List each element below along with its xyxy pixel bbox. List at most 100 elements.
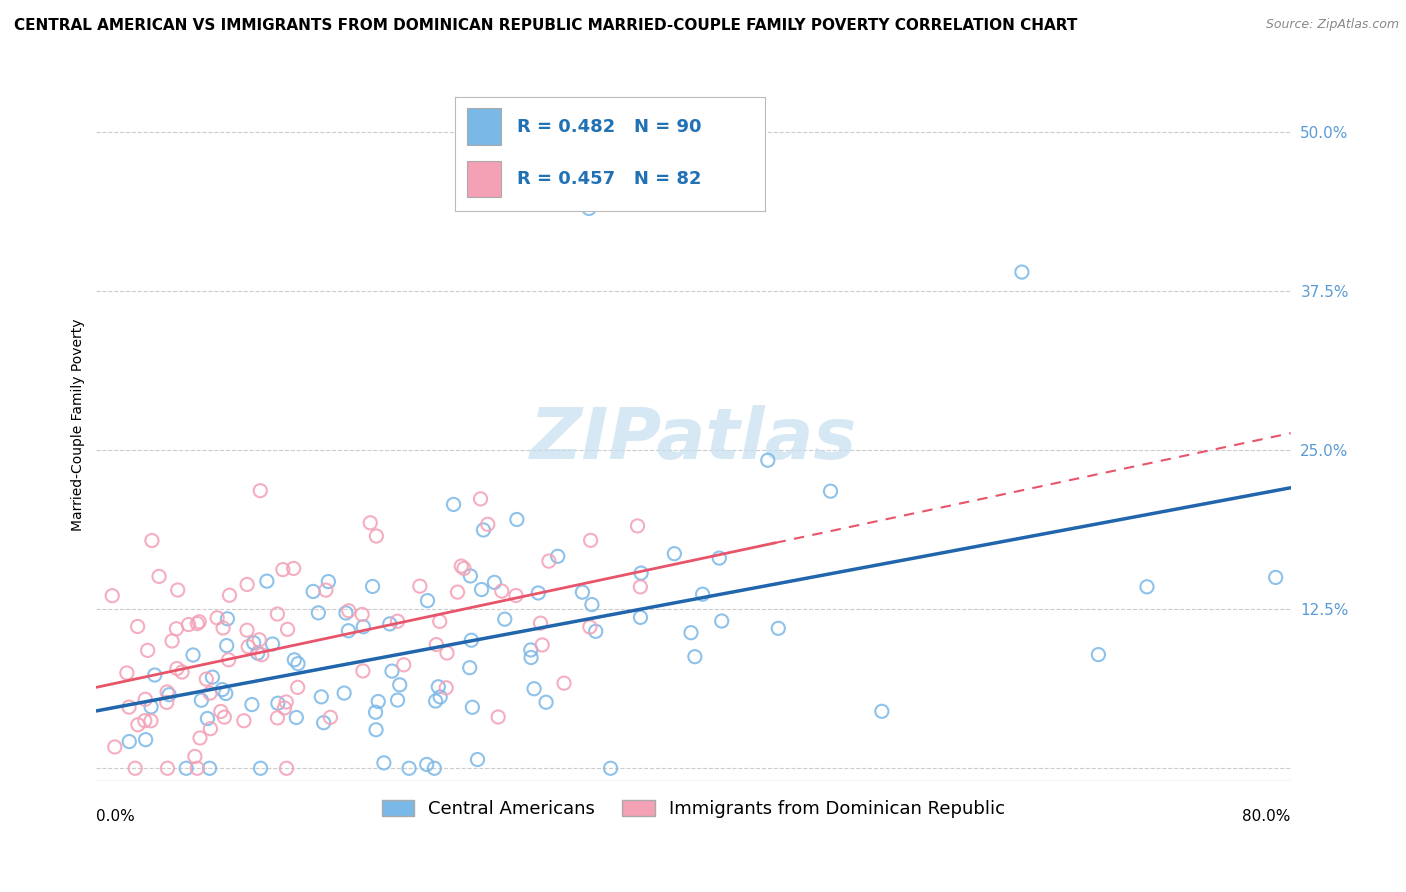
Point: [527, 586, 550, 600]
Point: [156, 695, 179, 709]
Point: [287, 657, 309, 671]
Point: [579, 620, 602, 634]
Point: [115, 665, 138, 680]
Point: [1264, 570, 1286, 584]
Point: [461, 700, 484, 714]
Point: [267, 696, 290, 710]
Point: [242, 636, 264, 650]
Point: [494, 612, 516, 626]
Point: [352, 620, 374, 634]
Point: [246, 646, 269, 660]
Point: [312, 715, 335, 730]
Point: [287, 681, 309, 695]
Point: [378, 616, 401, 631]
Point: [553, 676, 575, 690]
Point: [212, 621, 235, 635]
Point: [335, 606, 357, 620]
Point: [236, 577, 259, 591]
Point: [486, 710, 509, 724]
Point: [453, 561, 475, 575]
Point: [388, 678, 411, 692]
Point: [820, 484, 842, 499]
Point: [427, 680, 450, 694]
Point: [506, 512, 529, 526]
Text: 0.0%: 0.0%: [97, 810, 135, 824]
Point: [477, 517, 499, 532]
Point: [333, 686, 356, 700]
Point: [361, 579, 384, 593]
Point: [392, 657, 415, 672]
Point: [276, 695, 298, 709]
Point: [217, 612, 239, 626]
Point: [118, 734, 141, 748]
Point: [458, 661, 481, 675]
Point: [450, 559, 472, 574]
Point: [367, 694, 389, 708]
Point: [571, 585, 593, 599]
Point: [139, 699, 162, 714]
Point: [446, 585, 468, 599]
Point: [366, 529, 388, 543]
Point: [249, 483, 271, 498]
Point: [184, 749, 207, 764]
Point: [429, 690, 451, 704]
Point: [387, 693, 409, 707]
Point: [373, 756, 395, 770]
Point: [1087, 648, 1109, 662]
Point: [188, 731, 211, 745]
Point: [1011, 265, 1033, 279]
Point: [156, 685, 179, 699]
Point: [679, 625, 702, 640]
Point: [429, 615, 451, 629]
Point: [195, 672, 218, 686]
Point: [101, 589, 124, 603]
Point: [307, 606, 329, 620]
Point: [104, 739, 127, 754]
Point: [165, 622, 187, 636]
Point: [870, 704, 893, 718]
Point: [177, 617, 200, 632]
Point: [460, 569, 482, 583]
Point: [218, 653, 240, 667]
Point: [352, 607, 374, 622]
Point: [626, 519, 648, 533]
Point: [472, 523, 495, 537]
Point: [273, 701, 295, 715]
Point: [172, 665, 194, 679]
Point: [337, 624, 360, 638]
Point: [249, 761, 271, 775]
Point: [134, 714, 156, 728]
Point: [232, 714, 254, 728]
Point: [768, 621, 790, 635]
Point: [318, 574, 340, 589]
Point: [471, 582, 494, 597]
Point: [434, 681, 457, 695]
Point: [277, 623, 299, 637]
Point: [186, 616, 208, 631]
Point: [127, 619, 149, 633]
Point: [148, 569, 170, 583]
Point: [188, 615, 211, 629]
Point: [271, 563, 294, 577]
Text: Source: ZipAtlas.com: Source: ZipAtlas.com: [1265, 18, 1399, 31]
Point: [352, 664, 374, 678]
Point: [416, 593, 439, 607]
Point: [200, 722, 222, 736]
Point: [491, 584, 513, 599]
Point: [198, 686, 221, 700]
Point: [174, 761, 197, 775]
Point: [710, 614, 733, 628]
Point: [409, 579, 432, 593]
Point: [124, 761, 146, 775]
Point: [139, 714, 162, 728]
Point: [160, 634, 183, 648]
Point: [134, 692, 156, 706]
Legend: Central Americans, Immigrants from Dominican Republic: Central Americans, Immigrants from Domin…: [374, 793, 1012, 825]
Point: [256, 574, 278, 589]
Point: [311, 690, 333, 704]
Point: [141, 533, 163, 548]
Point: [628, 580, 651, 594]
Point: [211, 682, 233, 697]
Point: [266, 607, 288, 621]
Point: [1136, 580, 1159, 594]
